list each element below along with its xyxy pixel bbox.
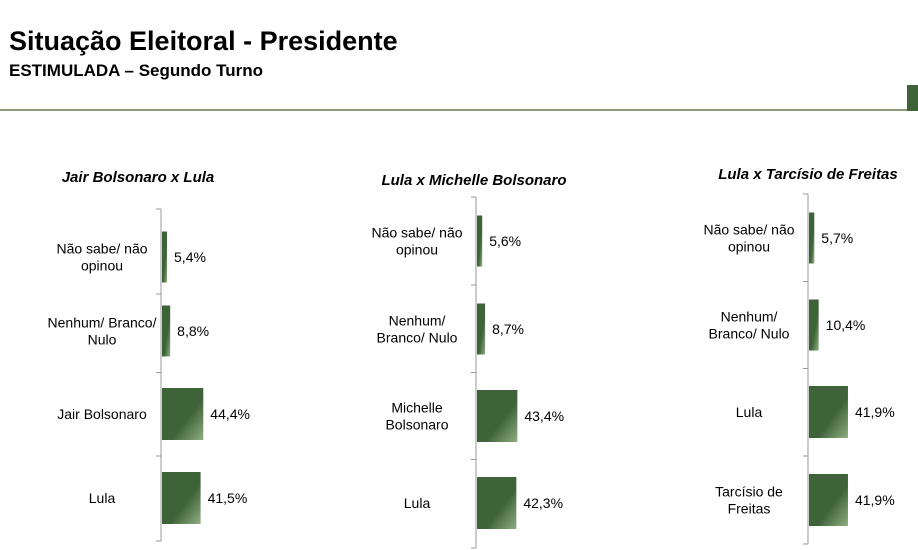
bar bbox=[809, 212, 815, 264]
category-label: Nenhum/ Branco/Nulo bbox=[48, 315, 157, 348]
category-label-line: Não sabe/ não bbox=[56, 241, 147, 257]
data-label: 41,9% bbox=[855, 492, 895, 508]
category-label-line: Lula bbox=[404, 495, 431, 511]
category-label-line: Nenhum/ Branco/ bbox=[48, 315, 157, 331]
category-label-line: opinou bbox=[728, 239, 770, 255]
category-label-line: Nenhum/ bbox=[389, 313, 446, 329]
data-label: 5,4% bbox=[174, 249, 206, 265]
category-label: Não sabe/ não opinou bbox=[703, 222, 794, 255]
data-label: 41,5% bbox=[208, 490, 248, 506]
category-label-line: opinou bbox=[396, 242, 438, 258]
chart-title: Jair Bolsonaro x Lula bbox=[62, 169, 215, 186]
category-label-line: Jair Bolsonaro bbox=[57, 406, 147, 422]
bar bbox=[162, 472, 201, 524]
category-label-line: Nenhum/ bbox=[721, 309, 778, 325]
data-label: 8,8% bbox=[177, 323, 209, 339]
page-title: Situação Eleitoral - Presidente bbox=[9, 26, 398, 56]
category-label: Lula bbox=[736, 404, 763, 420]
data-label: 41,9% bbox=[855, 404, 895, 420]
bar bbox=[477, 303, 486, 355]
data-label: 5,7% bbox=[821, 230, 853, 246]
category-label: Tarcísio de Freitas bbox=[715, 484, 783, 517]
category-label-line: opinou bbox=[81, 258, 123, 274]
category-label-line: Lula bbox=[89, 490, 116, 506]
category-label: Não sabe/ não opinou bbox=[56, 241, 147, 274]
category-label: Michelle Bolsonaro bbox=[385, 400, 448, 433]
bar bbox=[477, 477, 517, 529]
bar bbox=[809, 299, 819, 351]
bar bbox=[809, 474, 848, 526]
header-divider bbox=[0, 109, 918, 111]
bar bbox=[162, 231, 168, 283]
data-label: 5,6% bbox=[489, 233, 521, 249]
category-label-line: Lula bbox=[736, 404, 763, 420]
category-label-line: Branco/ Nulo bbox=[377, 330, 458, 346]
bar bbox=[477, 390, 518, 442]
category-label: Lula bbox=[404, 495, 431, 511]
data-label: 8,7% bbox=[492, 321, 524, 337]
bar bbox=[477, 215, 483, 267]
page-subtitle: ESTIMULADA – Segundo Turno bbox=[9, 61, 264, 80]
category-label-line: Michelle bbox=[391, 400, 443, 416]
category-label-line: Não sabe/ não bbox=[371, 225, 462, 241]
data-label: 10,4% bbox=[826, 317, 866, 333]
category-label-line: Tarcísio de bbox=[715, 484, 783, 500]
category-label-line: Branco/ Nulo bbox=[709, 326, 790, 342]
data-label: 43,4% bbox=[524, 408, 564, 424]
data-label: 44,4% bbox=[210, 406, 250, 422]
category-label-line: Não sabe/ não bbox=[703, 222, 794, 238]
category-label-line: Nulo bbox=[88, 332, 117, 348]
category-label-line: Freitas bbox=[728, 501, 771, 517]
bar bbox=[162, 305, 171, 357]
category-label: Lula bbox=[89, 490, 116, 506]
category-label: Nenhum/Branco/ Nulo bbox=[709, 309, 790, 342]
category-label: Nenhum/Branco/ Nulo bbox=[377, 313, 458, 346]
data-label: 42,3% bbox=[523, 495, 563, 511]
chart-title: Lula x Tarcísio de Freitas bbox=[718, 166, 898, 183]
category-label: Não sabe/ não opinou bbox=[371, 225, 462, 258]
category-label-line: Bolsonaro bbox=[385, 417, 448, 433]
bar bbox=[809, 386, 848, 438]
chart-title: Lula x Michelle Bolsonaro bbox=[381, 172, 566, 189]
category-label: Jair Bolsonaro bbox=[57, 406, 147, 422]
bar bbox=[162, 388, 204, 440]
header-accent-block bbox=[907, 85, 918, 111]
